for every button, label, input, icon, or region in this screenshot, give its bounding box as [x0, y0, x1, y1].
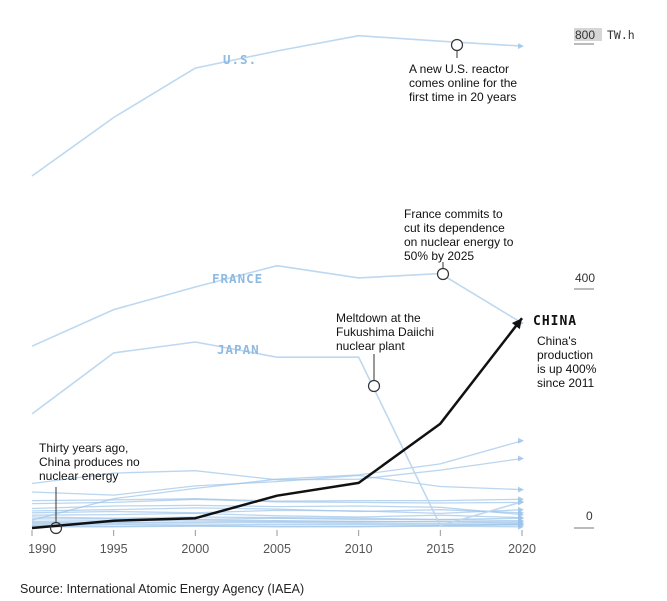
series-label-china: CHINA [533, 314, 577, 329]
annotations: Thirty years ago, China produces no nucl… [39, 38, 600, 535]
series-arrowhead-country-4 [518, 455, 524, 462]
series-line-china [31, 317, 523, 530]
series-line-country-17 [31, 521, 523, 525]
series-arrowhead-country-20 [518, 523, 524, 530]
series-labels: U.S. FRANCE JAPAN CHINA [212, 52, 577, 357]
series-line-country-8 [31, 498, 523, 505]
x-tick-label-2015: 2015 [426, 542, 454, 556]
annotation-line: 50% by 2025 [404, 249, 474, 263]
annotation-line: Thirty years ago, [39, 441, 128, 455]
y-tick-label-800: 800 [575, 28, 595, 42]
x-tick-label-1990: 1990 [28, 542, 56, 556]
annotation-marker [450, 38, 464, 52]
annotation-line: comes online for the [409, 76, 517, 90]
series-line-country-10 [31, 507, 523, 514]
annotation-marker [436, 267, 450, 281]
nuclear-production-chart: 800 TW.h 400 0 1990 1995 2000 2005 2010 2015 2… [28, 28, 635, 556]
series-line-country-14 [32, 517, 523, 521]
series-line-country-12 [31, 512, 523, 519]
series-line-country-5 [31, 440, 523, 521]
series-label-japan: JAPAN [217, 342, 260, 357]
series-arrowhead-china [511, 318, 522, 330]
series-line-country-11 [31, 509, 523, 515]
annotation-china-growth: China's production is up 400% since 2011 [537, 334, 600, 390]
series-arrowhead-country-5 [518, 437, 524, 444]
x-tick-label-2000: 2000 [181, 542, 209, 556]
x-axis: 1990 1995 2000 2005 2010 2015 2020 [28, 530, 536, 556]
x-tick-label-2020: 2020 [508, 542, 536, 556]
annotation-france: France commits to cut its dependence on … [404, 207, 517, 263]
annotation-line: is up 400% [537, 362, 597, 376]
series-arrowhead-japan [518, 498, 524, 505]
annotation-us-reactor: A new U.S. reactor comes online for the … [409, 62, 520, 104]
series-line-france [31, 264, 523, 347]
series-line-japan [31, 341, 523, 527]
annotation-line: Meltdown at the [336, 311, 421, 325]
series-arrowhead-us [518, 43, 524, 50]
series-line-country-9 [31, 504, 523, 516]
annotation-line: cut its dependence [404, 221, 505, 235]
y-unit-label: TW.h [607, 28, 635, 42]
x-tick-label-1995: 1995 [100, 542, 128, 556]
annotation-line: China's [537, 334, 577, 348]
y-tick-label-400: 400 [575, 271, 595, 285]
series-label-france: FRANCE [212, 271, 263, 286]
annotation-marker [49, 521, 63, 535]
annotation-line: nuclear plant [336, 339, 405, 353]
annotation-line: A new U.S. reactor [409, 62, 509, 76]
series-arrowhead-country-11 [518, 506, 524, 513]
annotation-line: since 2011 [537, 376, 594, 390]
series-label-us: U.S. [223, 52, 257, 67]
annotation-fukushima: Meltdown at the Fukushima Daiichi nuclea… [336, 311, 437, 353]
annotation-china-1991: Thirty years ago, China produces no nucl… [39, 441, 143, 483]
x-tick-label-2005: 2005 [263, 542, 291, 556]
x-tick-label-2010: 2010 [345, 542, 373, 556]
annotation-line: nuclear energy [39, 469, 118, 483]
y-unit-highlight [574, 28, 602, 41]
annotation-line: first time in 20 years [409, 90, 516, 104]
y-axis: 800 TW.h 400 0 [574, 28, 635, 529]
annotation-line: France commits to [404, 207, 503, 221]
y-tick-label-0: 0 [586, 509, 593, 523]
annotation-line: on nuclear energy to [404, 235, 514, 249]
annotation-line: China produces no [39, 455, 140, 469]
series-line-country-20 [32, 525, 523, 528]
series-arrowhead-country-6 [518, 486, 524, 493]
series-line-us [31, 34, 523, 177]
annotation-line: Fukushima Daiichi [336, 325, 434, 339]
series-line-country-6 [31, 474, 523, 496]
annotation-marker [367, 379, 381, 393]
source-note: Source: International Atomic Energy Agen… [20, 582, 305, 596]
annotation-line: production [537, 348, 593, 362]
